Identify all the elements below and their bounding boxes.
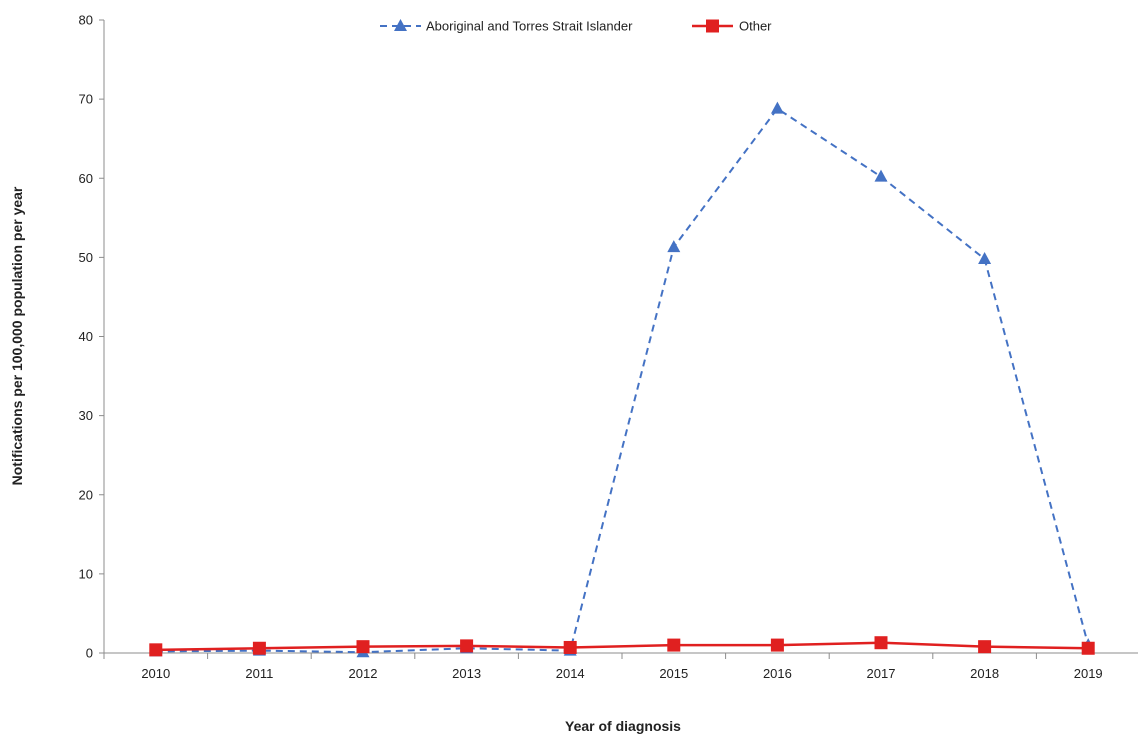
y-tick-label: 20: [79, 487, 93, 502]
axes: 0 10 20 30 40 50 60 70 80 2010 2011 2012 2013 2014 201…: [79, 13, 1138, 681]
series-line: [155, 641, 1089, 652]
x-tick-label: 2010: [141, 666, 170, 681]
x-tick-label: 2016: [763, 666, 792, 681]
legend-item-1: Aboriginal and Torres Strait Islander: [380, 19, 633, 34]
y-tick-label: 0: [86, 646, 93, 661]
square-marker: [770, 638, 784, 652]
y-tick-label: 70: [79, 92, 93, 107]
x-tick-label: 2019: [1074, 666, 1103, 681]
square-marker: [563, 640, 577, 654]
x-tick-label: 2013: [452, 666, 481, 681]
legend: Aboriginal and Torres Strait Islander Oth…: [380, 19, 772, 34]
series-layer: [149, 101, 1095, 658]
square-marker: [978, 640, 992, 654]
y-axis-title: Notifications per 100,000 population per…: [9, 186, 25, 485]
x-tick-label: 2018: [970, 666, 999, 681]
square-marker: [460, 639, 474, 653]
square-marker: [1081, 641, 1095, 655]
square-marker: [874, 636, 888, 650]
x-tick-label: 2015: [659, 666, 688, 681]
square-marker: [356, 640, 370, 654]
y-tick-label: 10: [79, 566, 93, 581]
square-marker: [667, 638, 681, 652]
x-tick-label: 2012: [349, 666, 378, 681]
triangle-marker: [770, 101, 784, 114]
square-marker: [149, 643, 163, 657]
y-tick-label: 40: [79, 329, 93, 344]
x-axis-title: Year of diagnosis: [565, 718, 681, 734]
legend-item-2: Other: [692, 19, 772, 34]
square-marker: [252, 641, 266, 655]
legend-label: Aboriginal and Torres Strait Islander: [426, 19, 633, 34]
series-line: [155, 107, 1090, 654]
y-tick-label: 80: [79, 13, 93, 28]
square-marker: [706, 19, 719, 33]
triangle-marker: [874, 169, 888, 182]
x-tick-label: 2011: [245, 666, 273, 681]
x-tick-label: 2017: [867, 666, 896, 681]
x-tick-label: 2014: [556, 666, 585, 681]
y-tick-label: 50: [79, 250, 93, 265]
triangle-marker: [394, 19, 407, 31]
series-1: [149, 101, 1095, 658]
series-2: [149, 636, 1095, 657]
y-tick-label: 30: [79, 408, 93, 423]
triangle-marker: [667, 240, 681, 253]
y-tick-label: 60: [79, 171, 93, 186]
legend-label: Other: [739, 19, 772, 34]
triangle-marker: [978, 251, 992, 264]
